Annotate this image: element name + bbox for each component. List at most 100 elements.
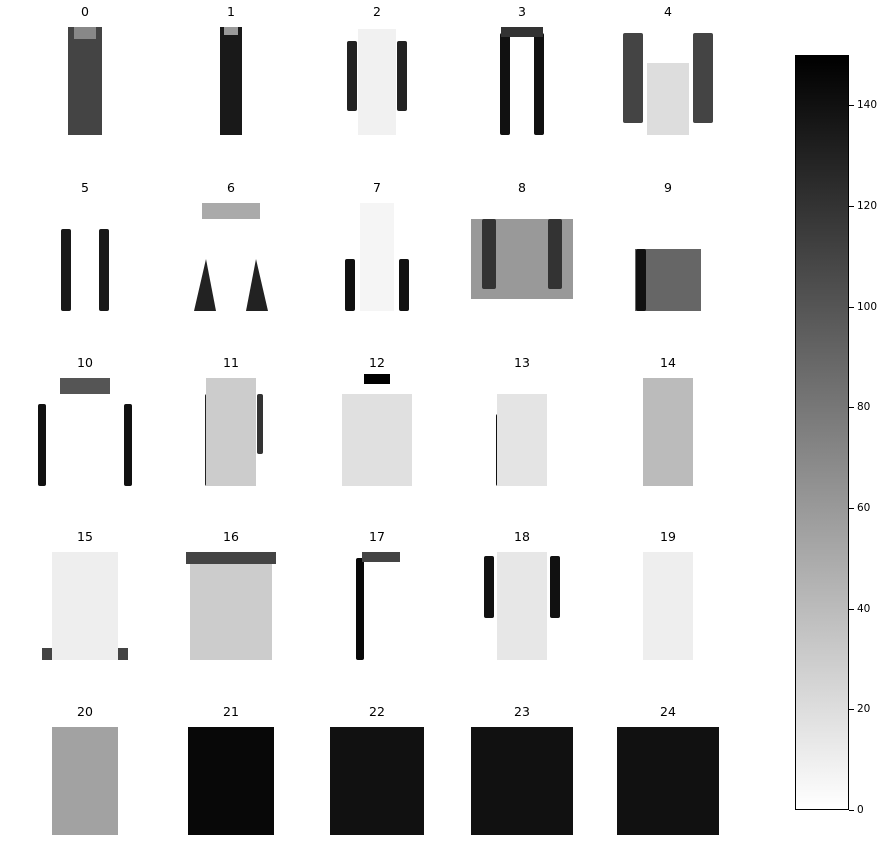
panel-title: 16: [223, 529, 239, 544]
garment-body: [206, 378, 256, 486]
panel-title: 3: [518, 4, 526, 19]
colorbar-tick-label: 100: [857, 301, 878, 313]
colorbar-tick-label: 40: [857, 603, 871, 615]
colorbar-tick: [849, 206, 854, 207]
left-line: [356, 558, 364, 660]
colorbar-tick-label: 20: [857, 703, 871, 715]
garment-body: [360, 203, 394, 311]
garment-image: [52, 727, 118, 835]
right-sleeve: [550, 556, 560, 618]
left-edge: [38, 404, 46, 486]
left-edge: [500, 33, 510, 135]
garment-image: [220, 27, 242, 135]
garment-image: [61, 229, 109, 311]
colorbar-tick: [849, 709, 854, 710]
panel-image: [467, 23, 577, 135]
panel-image: [176, 723, 286, 835]
colorbar-tick-label: 0: [857, 804, 864, 816]
panel-title: 23: [514, 704, 530, 719]
panel-title: 13: [514, 355, 530, 370]
panel-title: 8: [518, 180, 526, 195]
panel-title: 21: [223, 704, 239, 719]
panel-image: [613, 723, 723, 835]
garment-image: [471, 219, 573, 299]
panel-title: 14: [660, 355, 676, 370]
garment-body: [190, 564, 272, 660]
garment-body: [617, 727, 719, 835]
garment-body: [647, 63, 689, 135]
garment-neck: [74, 27, 96, 39]
panel-image: [613, 374, 723, 486]
colorbar-tick: [849, 508, 854, 509]
garment-image: [643, 378, 693, 486]
panel-title: 19: [660, 529, 676, 544]
garment-body: [643, 378, 693, 486]
garment-body: [52, 552, 118, 660]
colorbar: [795, 55, 849, 810]
garment-body: [342, 394, 412, 486]
panel-title: 10: [77, 355, 93, 370]
shoulders: [362, 552, 400, 562]
panel-image: [176, 23, 286, 135]
panel-image: [30, 374, 140, 486]
panel-image: [30, 23, 140, 135]
panel-title: 2: [373, 4, 381, 19]
panel-image: [322, 23, 432, 135]
panel-title: 5: [81, 180, 89, 195]
left-strip: [61, 229, 71, 311]
panel-title: 4: [664, 4, 672, 19]
colorbar-tick: [849, 307, 854, 308]
garment-body: [188, 727, 274, 835]
panel-image: [30, 723, 140, 835]
panel-image: [30, 548, 140, 660]
panel-title: 6: [227, 180, 235, 195]
right-sleeve: [397, 41, 407, 111]
right-strip: [257, 394, 263, 454]
garment-image: [347, 29, 407, 135]
garment-body: [358, 29, 396, 135]
colorbar-tick: [849, 609, 854, 610]
garment-body: [330, 727, 424, 835]
garment-image: [68, 27, 102, 135]
garment-body: [643, 552, 693, 660]
panel-image: [322, 374, 432, 486]
garment-image: [471, 727, 573, 835]
panel-title: 22: [369, 704, 385, 719]
panel-image: [176, 374, 286, 486]
garment-image: [356, 552, 400, 660]
garment-body: [68, 27, 102, 135]
panel-image: [176, 199, 286, 311]
garment-image: [42, 552, 128, 660]
shoulders: [60, 378, 110, 394]
shoulders: [186, 552, 276, 564]
panel-image: [322, 548, 432, 660]
left-lower: [345, 259, 355, 311]
right-edge: [124, 404, 132, 486]
panel-title: 20: [77, 704, 93, 719]
shoulders: [202, 203, 260, 219]
garment-body: [471, 727, 573, 835]
garment-image: [484, 552, 560, 660]
garment-image: [496, 394, 547, 486]
panel-title: 0: [81, 4, 89, 19]
right-sleeve: [693, 33, 713, 123]
panel-image: [467, 199, 577, 311]
garment-image: [342, 374, 412, 486]
panel-title: 12: [369, 355, 385, 370]
garment-image: [635, 249, 701, 311]
colorbar-tick-label: 120: [857, 200, 878, 212]
right-lower: [399, 259, 409, 311]
panel-title: 9: [664, 180, 672, 195]
left-hem: [194, 259, 216, 311]
panel-title: 15: [77, 529, 93, 544]
panel-image: [30, 199, 140, 311]
panel-image: [467, 374, 577, 486]
panel-title: 18: [514, 529, 530, 544]
panel-image: [467, 548, 577, 660]
right-strip: [99, 229, 109, 311]
panel-image: [322, 199, 432, 311]
panel-image: [613, 23, 723, 135]
panel-image: [467, 723, 577, 835]
panel-image: [613, 548, 723, 660]
